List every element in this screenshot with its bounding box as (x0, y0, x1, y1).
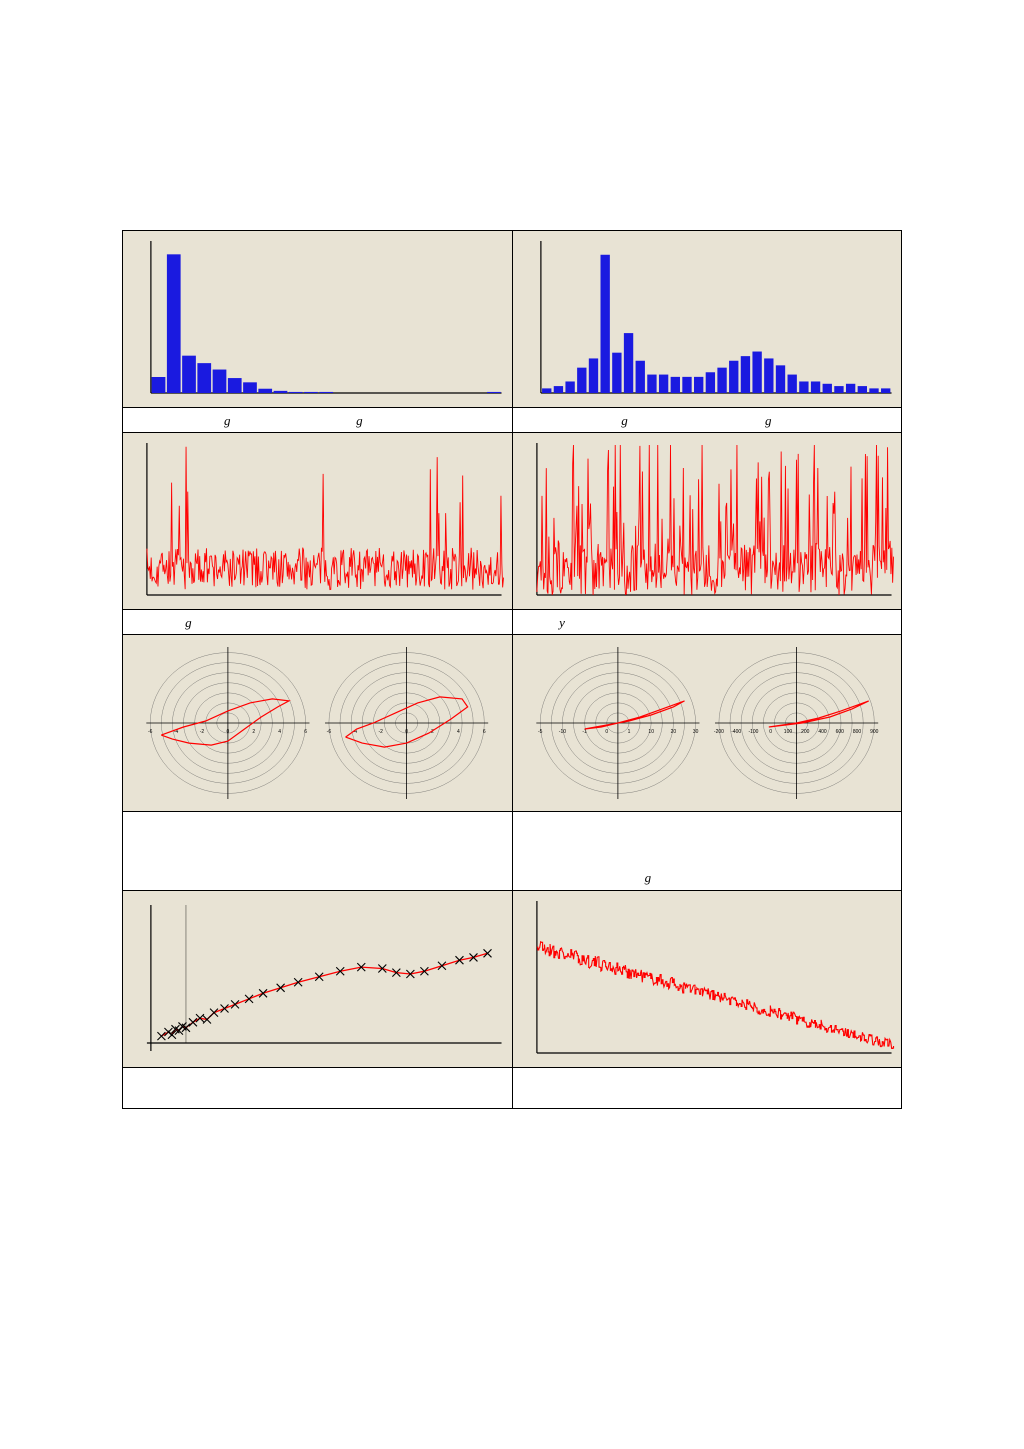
svg-text:-6: -6 (148, 729, 153, 735)
svg-text:100: 100 (783, 729, 792, 735)
plot-r3-left: -6-4-20246-6-4-20246 (123, 635, 513, 812)
caption-r1-left: gg (123, 408, 513, 433)
caption-r4-left (123, 1068, 513, 1109)
caption-r3-left (123, 812, 513, 891)
page: gg gg g y -6-4-20246-6-4-20246 -5-10-101… (0, 0, 1024, 1109)
svg-text:-5: -5 (537, 729, 542, 735)
svg-text:0: 0 (769, 729, 772, 735)
svg-text:10: 10 (648, 729, 654, 735)
svg-text:-10: -10 (558, 729, 565, 735)
caption-glyph: y (559, 615, 565, 631)
svg-text:-1: -1 (582, 729, 587, 735)
svg-text:30: 30 (692, 729, 698, 735)
caption-glyph: g (356, 413, 363, 429)
plot-r2-right (512, 433, 902, 610)
svg-text:0: 0 (227, 729, 230, 735)
svg-text:900: 900 (870, 729, 879, 735)
caption-glyph: g (645, 870, 652, 886)
chart-grid: gg gg g y -6-4-20246-6-4-20246 -5-10-101… (122, 230, 902, 1109)
caption-r1-right: gg (512, 408, 902, 433)
caption-r2-right: y (512, 610, 902, 635)
svg-text:0: 0 (605, 729, 608, 735)
caption-glyph: g (765, 413, 772, 429)
caption-glyph: g (621, 413, 628, 429)
svg-text:6: 6 (304, 729, 307, 735)
plot-r1-right (512, 231, 902, 408)
caption-r2-left: g (123, 610, 513, 635)
svg-text:-6: -6 (327, 729, 332, 735)
svg-text:4: 4 (457, 729, 460, 735)
svg-text:600: 600 (835, 729, 844, 735)
svg-text:-2: -2 (378, 729, 383, 735)
svg-text:1: 1 (627, 729, 630, 735)
caption-glyph: g (185, 615, 192, 631)
svg-text:400: 400 (818, 729, 827, 735)
plot-r3-right: -5-10-101102030-200-400-1000100200400600… (512, 635, 902, 812)
svg-text:-400: -400 (731, 729, 741, 735)
svg-text:6: 6 (483, 729, 486, 735)
svg-text:4: 4 (278, 729, 281, 735)
svg-text:2: 2 (252, 729, 255, 735)
svg-text:0: 0 (405, 729, 408, 735)
svg-text:200: 200 (801, 729, 810, 735)
caption-r3-right: g (512, 812, 902, 891)
plot-r4-left (123, 891, 513, 1068)
plot-r2-left (123, 433, 513, 610)
caption-r4-right (512, 1068, 902, 1109)
svg-text:-100: -100 (748, 729, 758, 735)
svg-text:800: 800 (852, 729, 861, 735)
svg-text:-2: -2 (200, 729, 205, 735)
svg-text:-200: -200 (713, 729, 723, 735)
caption-glyph: g (224, 413, 231, 429)
svg-text:20: 20 (670, 729, 676, 735)
plot-r4-right (512, 891, 902, 1068)
plot-r1-left (123, 231, 513, 408)
